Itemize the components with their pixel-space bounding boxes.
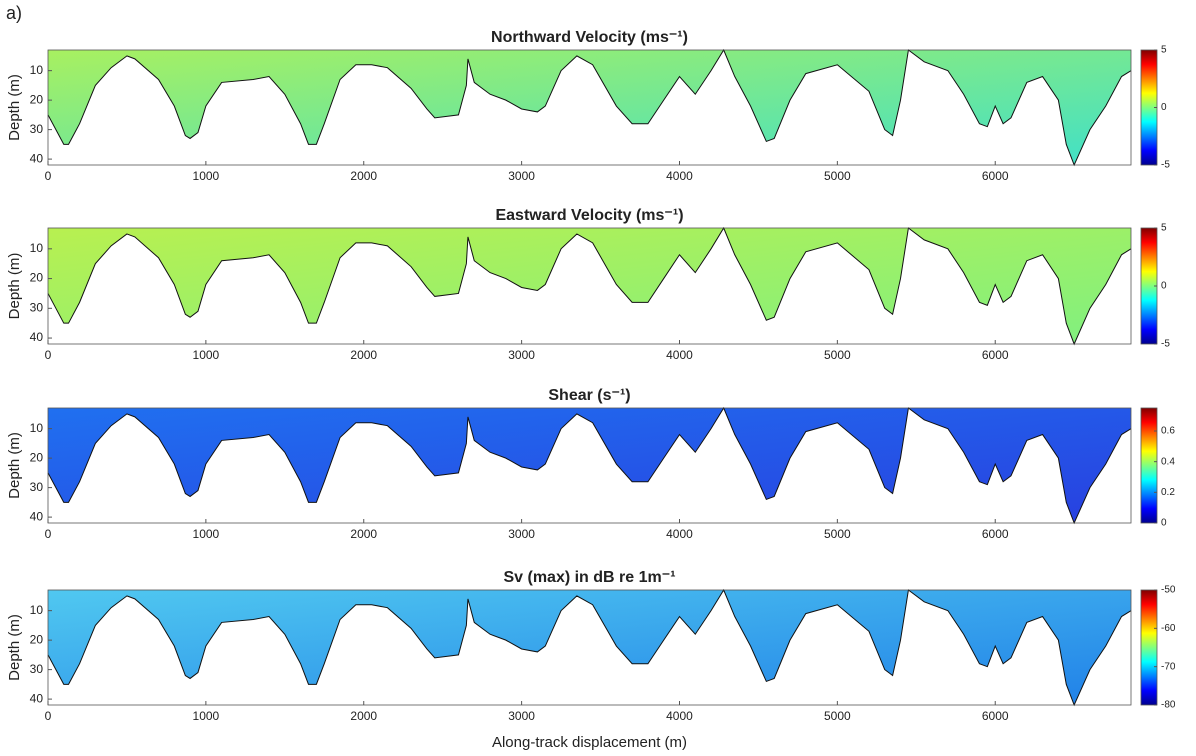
x-tick-label: 3000	[508, 709, 535, 723]
x-tick-label: 2000	[350, 527, 377, 541]
x-tick-label: 1000	[193, 709, 220, 723]
colorbar-tick-label: -70	[1161, 661, 1176, 672]
x-tick-label: 6000	[982, 169, 1009, 183]
x-tick-label: 6000	[982, 348, 1009, 362]
water-column-fill	[48, 50, 1131, 165]
colorbar-tick-label: 0	[1161, 281, 1167, 292]
y-tick-label: 10	[30, 603, 44, 617]
y-tick-label: 40	[30, 151, 44, 165]
bottom-line	[47, 226, 1132, 346]
water-column-fill	[48, 408, 1131, 523]
x-tick-label: 4000	[666, 527, 693, 541]
x-tick-label: 0	[45, 348, 52, 362]
bottom-line	[47, 406, 1132, 525]
colorbar-tick-label: 0	[1161, 102, 1167, 113]
colorbar-tick-label: -5	[1161, 160, 1170, 171]
colorbar-tick-label: 5	[1161, 45, 1167, 56]
panel-title: Shear (s⁻¹)	[548, 387, 630, 404]
x-tick-label: 0	[45, 527, 52, 541]
bottom-line	[47, 48, 1132, 167]
y-tick-label: 10	[30, 63, 44, 77]
y-tick-label: 20	[30, 450, 44, 464]
y-tick-label: 40	[30, 330, 44, 344]
x-tick-label: 6000	[982, 709, 1009, 723]
y-axis-label: Depth (m)	[6, 253, 23, 320]
colorbar-tick-label: -60	[1161, 623, 1176, 634]
x-tick-label: 5000	[824, 709, 851, 723]
y-tick-label: 30	[30, 300, 44, 314]
axes-box	[47, 49, 1132, 166]
y-tick-label: 30	[30, 122, 44, 136]
y-axis-label: Depth (m)	[6, 432, 23, 499]
y-tick-label: 10	[30, 241, 44, 255]
water-column-fill	[48, 590, 1131, 705]
colorbar-tick-label: 0.2	[1161, 487, 1175, 498]
y-tick-label: 10	[30, 421, 44, 435]
colorbar-tick-label: -50	[1161, 585, 1176, 596]
x-tick-label: 1000	[193, 527, 220, 541]
y-tick-label: 20	[30, 632, 44, 646]
axes-box	[47, 589, 1132, 706]
panel-title: Sv (max) in dB re 1m⁻¹	[503, 569, 675, 586]
x-tick-label: 4000	[666, 169, 693, 183]
y-tick-label: 20	[30, 92, 44, 106]
water-column-fill	[48, 228, 1131, 344]
x-tick-label: 0	[45, 709, 52, 723]
colorbar-tick-label: 0.6	[1161, 426, 1175, 437]
colorbar-tick-label: -80	[1161, 700, 1176, 711]
panel-title: Eastward Velocity (ms⁻¹)	[495, 207, 683, 224]
panel-title: Northward Velocity (ms⁻¹)	[491, 29, 688, 46]
x-tick-label: 4000	[666, 348, 693, 362]
x-tick-label: 4000	[666, 709, 693, 723]
colorbar-tick-label: 0.4	[1161, 456, 1175, 467]
axes-box	[47, 407, 1132, 524]
axes-box	[47, 227, 1132, 345]
x-tick-label: 3000	[508, 169, 535, 183]
y-tick-label: 30	[30, 480, 44, 494]
y-tick-label: 40	[30, 509, 44, 523]
x-axis-label: Along-track displacement (m)	[492, 734, 687, 751]
x-tick-label: 1000	[193, 348, 220, 362]
panel-label: a)	[6, 3, 22, 23]
x-tick-label: 2000	[350, 348, 377, 362]
colorbar	[1140, 589, 1158, 706]
y-axis-label: Depth (m)	[6, 74, 23, 141]
x-tick-label: 0	[45, 169, 52, 183]
x-tick-label: 5000	[824, 348, 851, 362]
y-tick-label: 40	[30, 691, 44, 705]
x-tick-label: 6000	[982, 527, 1009, 541]
colorbar-tick-label: 0	[1161, 518, 1167, 529]
colorbar-tick-label: -5	[1161, 339, 1170, 350]
bottom-line	[47, 588, 1132, 707]
x-tick-label: 2000	[350, 709, 377, 723]
colorbar-tick-label: 5	[1161, 223, 1167, 234]
x-tick-label: 5000	[824, 527, 851, 541]
y-axis-label: Depth (m)	[6, 614, 23, 681]
x-tick-label: 3000	[508, 527, 535, 541]
x-tick-label: 3000	[508, 348, 535, 362]
y-tick-label: 20	[30, 271, 44, 285]
y-tick-label: 30	[30, 662, 44, 676]
x-tick-label: 2000	[350, 169, 377, 183]
x-tick-label: 1000	[193, 169, 220, 183]
colorbar	[1140, 407, 1158, 524]
x-tick-label: 5000	[824, 169, 851, 183]
